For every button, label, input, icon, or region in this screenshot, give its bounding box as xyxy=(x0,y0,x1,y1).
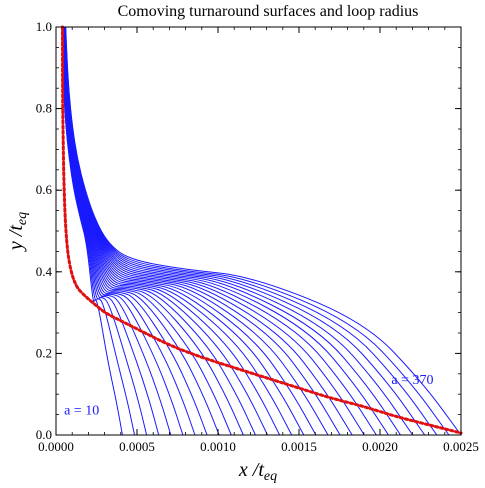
annotation-label: a = 370 xyxy=(391,373,433,388)
y-axis-label-sub: eq xyxy=(15,212,30,225)
chart-title: Comoving turnaround surfaces and loop ra… xyxy=(118,3,419,20)
surface-curve xyxy=(64,26,401,436)
surface-curve xyxy=(61,26,148,436)
x-tick-label: 0.0010 xyxy=(200,439,236,454)
surface-curve xyxy=(63,26,341,436)
x-tick-label: 0.0020 xyxy=(362,439,398,454)
surface-curve xyxy=(62,26,184,436)
y-tick-label: 1.0 xyxy=(36,19,52,34)
x-tick-label: 0.0005 xyxy=(119,439,155,454)
surface-curve xyxy=(64,26,414,436)
y-tick-label: 0.8 xyxy=(36,101,52,116)
y-axis-label: y /teq xyxy=(5,212,30,252)
surface-curve xyxy=(65,26,462,436)
x-axis-label-sub: eq xyxy=(264,469,277,484)
annotations: a = 10 a = 370 xyxy=(64,373,433,419)
annotation-label: a = 10 xyxy=(64,404,99,419)
y-tick-label: 0.6 xyxy=(36,182,53,197)
axis-ticks: 0.0000 0.0005 0.0010 0.0015 0.0020 0.0025 0.0 0… xyxy=(36,19,479,454)
loop-radius-line xyxy=(60,25,463,435)
surface-curve xyxy=(61,26,172,436)
surface-curve xyxy=(64,26,426,436)
x-tick-label: 0.0015 xyxy=(281,439,317,454)
x-axis-label: x /teq xyxy=(238,459,277,484)
surface-curve xyxy=(64,26,389,436)
surface-curves xyxy=(61,26,462,436)
y-tick-label: 0.2 xyxy=(36,345,52,360)
y-tick-label: 0.4 xyxy=(36,264,53,279)
surface-curve xyxy=(62,26,196,436)
surface-curve xyxy=(64,26,377,436)
x-tick-label: 0.0000 xyxy=(38,439,74,454)
x-tick-label: 0.0025 xyxy=(443,439,479,454)
surface-curve xyxy=(63,26,353,436)
y-tick-label: 0.0 xyxy=(36,427,52,442)
surface-curve xyxy=(63,26,329,436)
